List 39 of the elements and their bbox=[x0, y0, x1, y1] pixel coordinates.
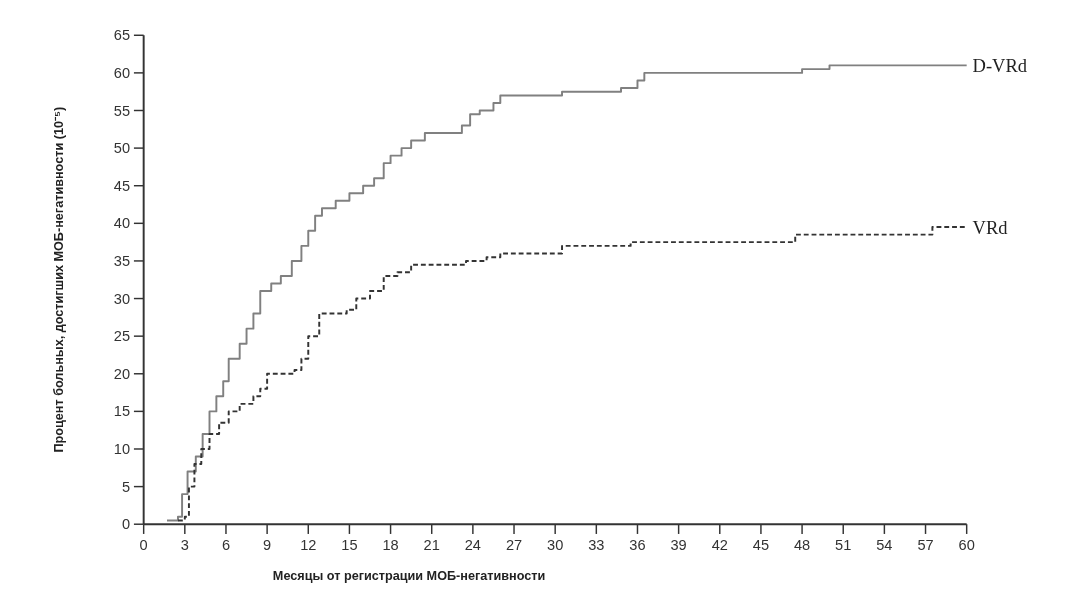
x-tick-label: 3 bbox=[180, 537, 189, 554]
y-tick-label: 5 bbox=[121, 478, 131, 495]
x-tick-label: 6 bbox=[221, 537, 231, 554]
y-tick-label: 35 bbox=[113, 253, 131, 270]
x-tick-label: 21 bbox=[423, 537, 440, 554]
x-tick-label: 33 bbox=[588, 537, 605, 554]
y-tick-label: 40 bbox=[113, 215, 131, 232]
x-tick-label: 45 bbox=[752, 537, 770, 554]
x-axis-title: Месяцы от регистрации МОБ-негативности bbox=[272, 568, 546, 583]
x-tick-label: 18 bbox=[382, 537, 399, 554]
x-tick-label: 9 bbox=[263, 537, 272, 554]
y-tick-label: 45 bbox=[113, 177, 131, 194]
y-axis-title: Процент больных, достигших МОБ-негативности (10⁻⁵) bbox=[51, 106, 66, 453]
x-tick-label: 24 bbox=[464, 537, 481, 554]
x-tick-label: 27 bbox=[505, 537, 523, 554]
x-tick-label: 54 bbox=[876, 537, 893, 554]
y-tick-label: 55 bbox=[113, 102, 131, 119]
x-tick-label: 15 bbox=[341, 537, 358, 554]
y-tick-label: 20 bbox=[113, 365, 131, 382]
x-tick-label: 60 bbox=[958, 537, 975, 554]
y-tick-label: 50 bbox=[113, 140, 131, 157]
y-tick-label: 10 bbox=[113, 441, 131, 458]
x-tick-label: 51 bbox=[835, 537, 852, 554]
x-tick-label: 30 bbox=[547, 537, 564, 554]
y-tick-label: 15 bbox=[113, 403, 131, 420]
y-tick-label: 65 bbox=[113, 27, 131, 44]
x-tick-label: 39 bbox=[670, 537, 687, 554]
x-tick-label: 0 bbox=[139, 537, 148, 554]
x-tick-label: 48 bbox=[793, 537, 811, 554]
x-tick-label: 42 bbox=[711, 537, 728, 554]
y-tick-label: 25 bbox=[113, 328, 131, 345]
x-tick-label: 36 bbox=[629, 537, 646, 554]
y-tick-label: 60 bbox=[113, 65, 131, 81]
x-tick-label: 57 bbox=[917, 537, 934, 554]
x-tick-label: 12 bbox=[300, 537, 317, 554]
y-tick-label: 0 bbox=[121, 516, 131, 533]
y-tick-label: 30 bbox=[113, 290, 131, 307]
series-label: VRd bbox=[972, 217, 1009, 238]
series-label: D-VRd bbox=[972, 55, 1028, 76]
